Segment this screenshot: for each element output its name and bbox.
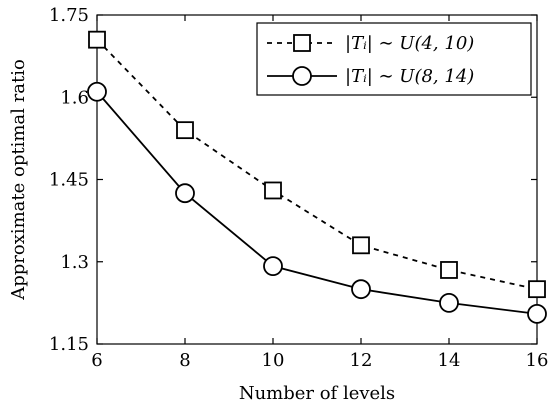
y-tick-label: 1.3 bbox=[60, 252, 89, 273]
x-tick-label: 12 bbox=[350, 350, 373, 371]
data-point-series-2 bbox=[87, 81, 107, 102]
series-line-1 bbox=[96, 39, 538, 291]
legend-label-2: |Tᵢ| ∼ U(8, 14) bbox=[345, 66, 474, 87]
data-point-series-2 bbox=[439, 292, 459, 313]
x-tick-label: 8 bbox=[179, 350, 190, 371]
x-tick-label: 14 bbox=[438, 350, 461, 371]
data-point-series-1 bbox=[176, 121, 194, 140]
series-layer bbox=[87, 30, 547, 324]
y-tick-label: 1.6 bbox=[60, 87, 89, 108]
data-point-series-2 bbox=[351, 279, 371, 300]
data-point-series-1 bbox=[440, 261, 458, 279]
data-point-series-2 bbox=[263, 256, 283, 277]
data-point-series-1 bbox=[264, 181, 282, 200]
y-axis-label: Approximate optimal ratio bbox=[8, 59, 29, 301]
legend: |Tᵢ| ∼ U(4, 10) |Tᵢ| ∼ U(8, 14) bbox=[256, 22, 532, 96]
legend-marker-1 bbox=[293, 34, 311, 52]
data-point-series-1 bbox=[528, 280, 546, 299]
data-point-series-2 bbox=[527, 303, 547, 324]
x-tick-label: 6 bbox=[91, 350, 102, 371]
y-tick-label: 1.45 bbox=[49, 170, 89, 191]
y-tick-label: 1.15 bbox=[49, 334, 89, 355]
legend-marker-2 bbox=[292, 66, 312, 86]
x-axis-label: Number of levels bbox=[239, 383, 395, 404]
data-point-series-2 bbox=[175, 183, 195, 204]
legend-label-1: |Tᵢ| ∼ U(4, 10) bbox=[345, 33, 474, 54]
data-point-series-1 bbox=[88, 30, 106, 49]
x-tick-label: 10 bbox=[262, 350, 285, 371]
x-tick-label: 16 bbox=[526, 350, 549, 371]
series-line-2 bbox=[96, 91, 538, 315]
y-tick-label: 1.75 bbox=[49, 5, 89, 26]
axes-layer: 6 8 10 12 14 16 1.15 1.3 1.45 1.6 1.75 bbox=[49, 5, 549, 371]
data-point-series-1 bbox=[352, 236, 370, 255]
